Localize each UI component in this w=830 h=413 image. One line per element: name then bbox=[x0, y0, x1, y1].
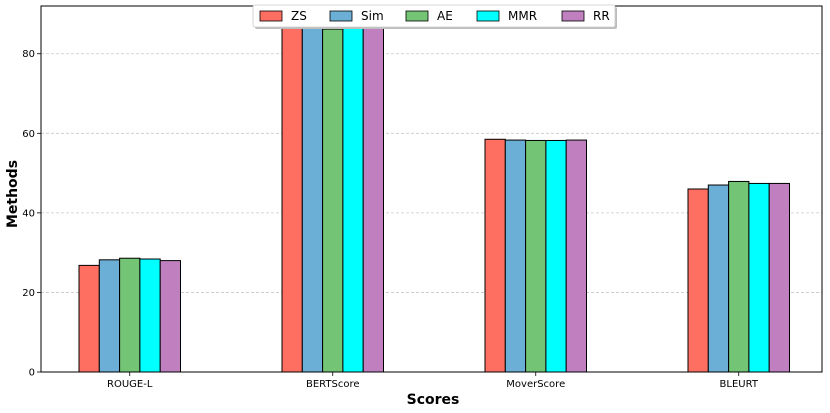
bar-sim-rouge-l bbox=[98, 259, 121, 373]
x-tick-label: BERTScore bbox=[306, 379, 360, 390]
bar-ae-bertscore bbox=[322, 28, 344, 373]
bar-rr-moverscore bbox=[565, 139, 588, 373]
legend-swatch-ae bbox=[405, 10, 429, 22]
x-tick-label: BLEURT bbox=[720, 379, 759, 390]
bar-mmr-rouge-l bbox=[139, 258, 161, 373]
bar-mmr-bleurt bbox=[748, 182, 770, 373]
legend-swatch-sim bbox=[329, 10, 353, 22]
y-axis-title: Methods bbox=[5, 160, 21, 228]
y-tick-label: 80 bbox=[22, 49, 35, 60]
legend-swatch-rr bbox=[561, 10, 585, 22]
y-tick-label: 20 bbox=[22, 288, 35, 299]
legend: ZS Sim AE MMR RR bbox=[252, 4, 617, 29]
bar-zs-rouge-l bbox=[78, 264, 100, 373]
legend-swatch-zs bbox=[259, 10, 283, 22]
bars bbox=[78, 21, 791, 373]
bar-mmr-bertscore bbox=[342, 21, 364, 373]
x-tick-label: MoverScore bbox=[506, 379, 565, 390]
legend-box bbox=[252, 4, 616, 28]
legend-label-zs: ZS bbox=[291, 9, 307, 23]
bar-rr-bleurt bbox=[768, 182, 791, 373]
bar-sim-moverscore bbox=[504, 139, 527, 373]
y-tick-label: 60 bbox=[22, 129, 35, 140]
legend-swatch-mmr bbox=[476, 10, 500, 22]
legend-label-sim: Sim bbox=[361, 9, 384, 23]
bar-rr-bertscore bbox=[362, 24, 385, 373]
bar-rr-rouge-l bbox=[159, 260, 181, 373]
bar-zs-bleurt bbox=[687, 188, 709, 373]
bar-zs-bertscore bbox=[281, 21, 303, 373]
legend-label-rr: RR bbox=[593, 9, 610, 23]
bar-ae-moverscore bbox=[525, 139, 547, 373]
y-tick-label: 0 bbox=[29, 368, 35, 379]
x-axis-title: Scores bbox=[407, 392, 460, 408]
bar-sim-bertscore bbox=[301, 26, 324, 373]
bar-mmr-moverscore bbox=[545, 139, 567, 373]
bar-ae-bleurt bbox=[728, 180, 750, 373]
legend-label-mmr: MMR bbox=[508, 9, 537, 23]
bar-sim-bleurt bbox=[707, 184, 730, 373]
legend-label-ae: AE bbox=[437, 9, 453, 23]
x-tick-label: ROUGE-L bbox=[107, 379, 153, 390]
bar-ae-rouge-l bbox=[119, 257, 141, 373]
y-tick-label: 40 bbox=[22, 208, 35, 219]
bar-zs-moverscore bbox=[484, 138, 506, 373]
